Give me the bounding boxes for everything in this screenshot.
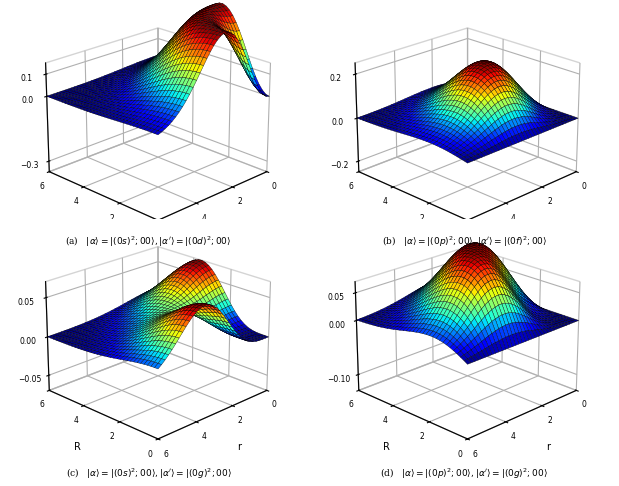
Text: (c)   $|\alpha\rangle = |(0s)^2;00\rangle,|\alpha^\prime\rangle = |(0g)^2;00\ran: (c) $|\alpha\rangle = |(0s)^2;00\rangle,… <box>66 467 232 481</box>
X-axis label: r: r <box>547 223 550 233</box>
X-axis label: r: r <box>237 442 241 452</box>
Y-axis label: R: R <box>383 442 390 452</box>
X-axis label: r: r <box>237 223 241 233</box>
X-axis label: r: r <box>547 442 550 452</box>
Text: (a)   $|\alpha\rangle = |(0s)^2;00\rangle,|\alpha^\prime\rangle = |(0d)^2;00\ran: (a) $|\alpha\rangle = |(0s)^2;00\rangle,… <box>66 234 232 249</box>
Text: (b)   $|\alpha\rangle = |(0p)^2;00\rangle,|\alpha^\prime\rangle = |(0f)^2;00\ran: (b) $|\alpha\rangle = |(0p)^2;00\rangle,… <box>382 234 547 249</box>
Y-axis label: R: R <box>383 223 390 233</box>
Text: (d)   $|\alpha\rangle = |(0p)^2;00\rangle,|\alpha^\prime\rangle = |(0g)^2;00\ran: (d) $|\alpha\rangle = |(0p)^2;00\rangle,… <box>380 467 548 481</box>
Y-axis label: R: R <box>74 442 80 452</box>
